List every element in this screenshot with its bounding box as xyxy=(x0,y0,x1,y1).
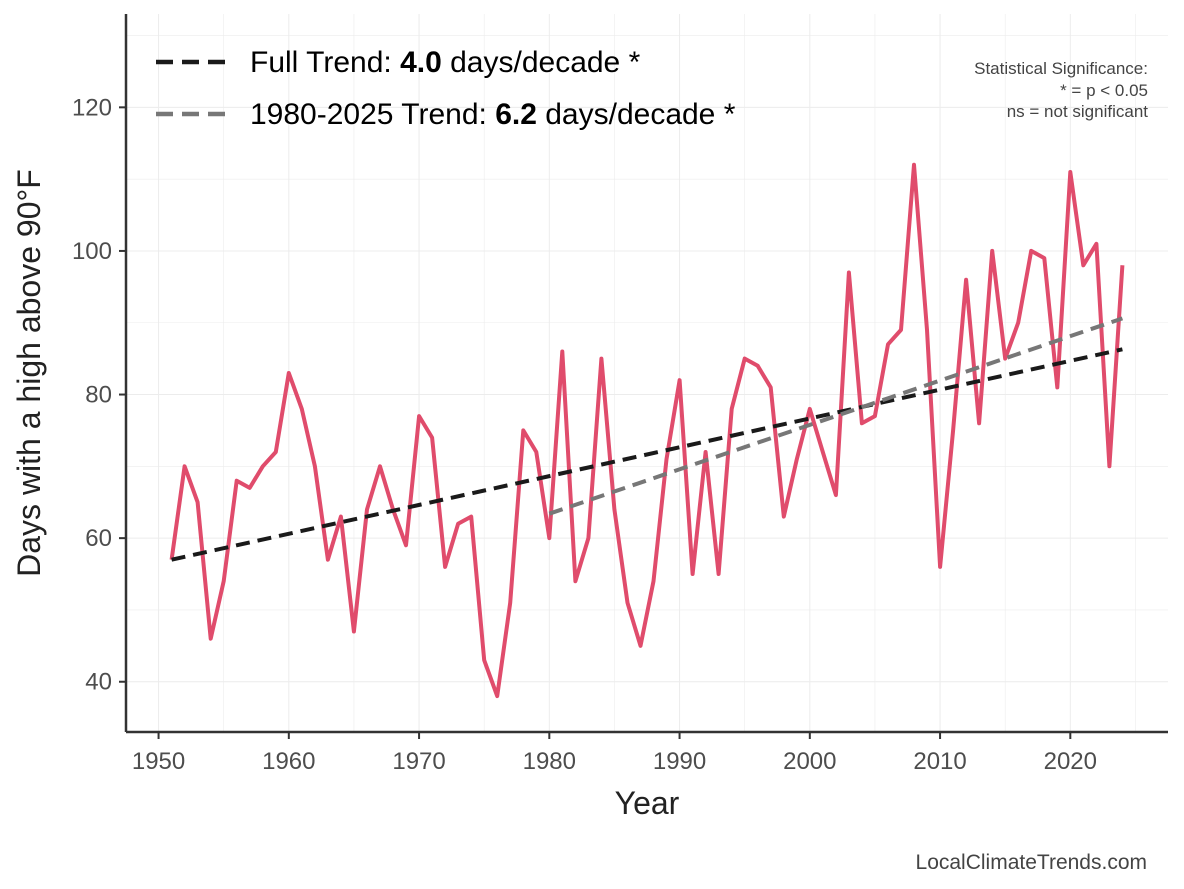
x-tick-label: 1980 xyxy=(523,748,576,775)
x-tick-label: 2020 xyxy=(1044,748,1097,775)
x-ticks: 1950 1960 1970 1980 1990 2000 2010 2020 xyxy=(132,732,1097,775)
legend: Full Trend: 4.0 days/decade *1980-2025 T… xyxy=(156,46,736,131)
x-tick-label: 2000 xyxy=(783,748,836,775)
legend-label-value: 4.0 xyxy=(400,46,442,79)
y-tick-label: 100 xyxy=(72,238,112,265)
y-tick-label: 40 xyxy=(85,669,112,696)
legend-label: Full Trend: 4.0 days/decade * xyxy=(250,46,641,79)
x-tick-label: 1950 xyxy=(132,748,185,775)
y-tick-label: 80 xyxy=(85,382,112,409)
y-axis-title: Days with a high above 90°F xyxy=(11,169,47,577)
credit-text: LocalClimateTrends.com xyxy=(916,851,1147,874)
legend-label-prefix: Full Trend: xyxy=(250,46,400,79)
legend-label-prefix: 1980-2025 Trend: xyxy=(250,98,495,131)
recent-trend-line xyxy=(548,316,1124,516)
significance-note: Statistical Significance: * = p < 0.05 n… xyxy=(974,59,1148,121)
x-tick-label: 1990 xyxy=(653,748,706,775)
legend-label-suffix: days/decade * xyxy=(537,98,736,131)
y-tick-label: 60 xyxy=(85,525,112,552)
significance-title: Statistical Significance: xyxy=(974,59,1148,78)
observed-series-line xyxy=(169,162,1125,699)
full-trend-line xyxy=(171,347,1123,562)
x-tick-label: 1960 xyxy=(262,748,315,775)
x-axis-title: Year xyxy=(615,785,680,821)
significance-line-1: * = p < 0.05 xyxy=(1060,81,1148,100)
y-tick-label: 120 xyxy=(72,94,112,121)
legend-label: 1980-2025 Trend: 6.2 days/decade * xyxy=(250,98,736,131)
legend-label-value: 6.2 xyxy=(495,98,537,131)
legend-label-suffix: days/decade * xyxy=(442,46,641,79)
series-layer xyxy=(169,162,1125,699)
axes xyxy=(124,14,1168,734)
y-ticks: 40 60 80 100 120 xyxy=(72,94,126,696)
x-tick-label: 1970 xyxy=(392,748,445,775)
x-tick-label: 2010 xyxy=(913,748,966,775)
significance-line-2: ns = not significant xyxy=(1007,102,1149,121)
